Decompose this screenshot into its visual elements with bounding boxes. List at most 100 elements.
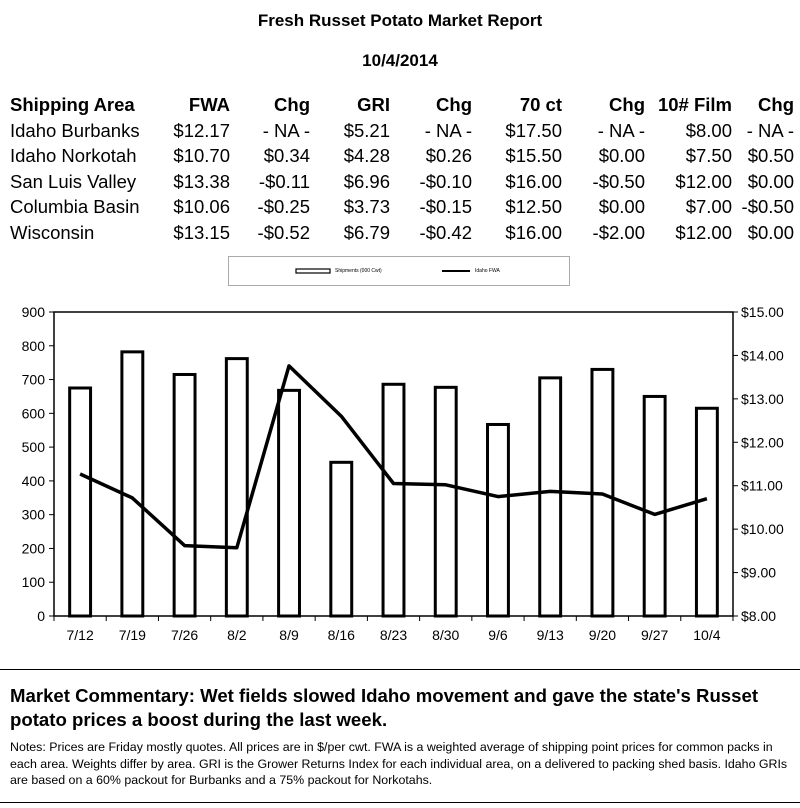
shipment-bar [224,357,249,618]
shipment-bar [172,372,197,618]
cell-area: Wisconsin [10,221,95,243]
cell-film: $7.50 [685,145,732,167]
chart-legend: Shipments (000 Cwt) Idaho FWA [228,256,570,286]
shipments-fwa-chart: 0 100 200 300 400 500 600 700 800 900 $8.00 $9.00 $… [22,304,784,643]
market-commentary: Market Commentary: Wet fields slowed Ida… [10,685,759,730]
x-axis-tick-label: 7/19 [119,627,146,643]
cell-film: $8.00 [685,119,732,141]
cell-film-chg: $0.00 [747,221,794,243]
shipment-bar [329,460,354,618]
cell-gri-chg: -$0.42 [419,221,472,243]
cell-area: San Luis Valley [10,170,137,192]
header-70ct: 70 ct [519,94,562,115]
header-70ct-chg: Chg [609,94,645,115]
report-title: Fresh Russet Potato Market Report [257,11,543,30]
cell-gri: $3.73 [343,196,390,218]
header-fwa: FWA [188,94,230,115]
right-axis-tick-label: $10.00 [741,521,784,537]
x-axis-tick-label: 8/2 [227,627,247,643]
cell-70ct: $16.00 [505,221,562,243]
x-axis-tick-label: 8/23 [380,627,407,643]
left-axis-tick-label: 700 [22,372,46,388]
right-axis-tick-label: $13.00 [741,391,784,407]
cell-area: Columbia Basin [10,196,140,218]
cell-fwa-chg: -$0.25 [257,196,310,218]
cell-fwa: $13.38 [173,170,230,192]
table-row: Idaho Norkotah $10.70 $0.34 $4.28 $0.26 … [10,143,794,169]
cell-fwa: $10.70 [173,145,230,167]
cell-gri-chg: $0.26 [425,145,472,167]
cell-film: $12.00 [675,170,732,192]
left-axis-tick-label: 300 [22,507,46,523]
cell-area: Idaho Norkotah [10,145,137,167]
cell-fwa: $13.15 [173,221,230,243]
cell-film: $7.00 [685,196,732,218]
x-axis-tick-label: 8/16 [328,627,355,643]
left-axis-tick-label: 800 [22,338,46,354]
left-axis-tick-label: 400 [22,473,46,489]
cell-film-chg: - NA - [746,119,794,141]
x-axis-tick-label: 8/9 [279,627,299,643]
shipment-bar [642,394,667,618]
x-axis-tick-label: 10/4 [693,627,720,643]
right-axis-tick-label: $9.00 [741,565,776,581]
right-axis-tick-label: $15.00 [741,304,784,320]
cell-70ct-chg: $0.00 [598,196,645,218]
table-row: Wisconsin $13.15 -$0.52 $6.79 -$0.42 $16… [10,220,794,246]
x-axis-tick-label: 9/13 [537,627,564,643]
cell-fwa-chg: $0.34 [263,145,310,167]
x-axis-tick-label: 7/12 [66,627,93,643]
right-axis-tick-label: $14.00 [741,347,784,363]
cell-gri-chg: -$0.15 [419,196,472,218]
cell-film: $12.00 [675,221,732,243]
shipment-bar [538,376,563,618]
price-table: Shipping Area FWA Chg GRI Chg 70 ct Chg … [10,92,794,246]
price-table-header-row: Shipping Area FWA Chg GRI Chg 70 ct Chg … [10,92,794,118]
cell-film-chg: -$0.50 [741,196,794,218]
cell-70ct: $17.50 [505,119,562,141]
cell-70ct-chg: -$2.00 [592,221,645,243]
notes: Notes: Prices are Friday mostly quotes. … [10,740,788,787]
cell-fwa: $10.06 [173,196,230,218]
legend-swatch-line [442,270,470,272]
cell-70ct-chg: $0.00 [598,145,645,167]
cell-fwa: $12.17 [173,119,230,141]
table-row: San Luis Valley $13.38 -$0.11 $6.96 -$0.… [10,169,794,195]
x-axis-tick-label: 9/27 [641,627,668,643]
cell-gri: $4.28 [343,145,390,167]
legend-swatch-bar [295,268,331,274]
left-axis-tick-label: 600 [22,405,46,421]
x-axis-tick-label: 9/6 [488,627,508,643]
x-axis-tick-label: 9/20 [589,627,616,643]
cell-fwa-chg: -$0.11 [258,170,310,192]
cell-area: Idaho Burbanks [10,119,140,141]
cell-gri: $6.79 [343,221,390,243]
cell-gri-chg: - NA - [424,119,472,141]
right-axis-tick-label: $8.00 [741,608,776,624]
left-axis-tick-label: 200 [22,540,46,556]
shipment-bar [68,386,93,618]
left-axis-tick-label: 900 [22,304,46,320]
x-axis-tick-label: 7/26 [171,627,198,643]
header-shipping-area: Shipping Area [10,94,135,115]
right-axis-tick-label: $11.00 [741,478,783,494]
shipment-bar [694,406,719,618]
header-gri-chg: Chg [436,94,472,115]
cell-fwa-chg: - NA - [262,119,310,141]
left-axis-tick-label: 500 [22,439,46,455]
header-gri: GRI [357,94,390,115]
header-10-film-chg: Chg [758,94,794,115]
report-date: 10/4/2014 [362,51,438,70]
cell-70ct: $15.50 [505,145,562,167]
cell-70ct-chg: - NA - [597,119,645,141]
cell-70ct: $16.00 [505,170,562,192]
shipment-bar [433,385,458,618]
right-axis-tick-label: $12.00 [741,434,784,450]
shipment-bar [120,350,145,618]
left-axis-tick-label: 100 [22,574,46,590]
cell-gri: $6.96 [343,170,390,192]
idaho-fwa-line [79,364,708,550]
divider [0,802,800,803]
divider [0,669,800,670]
cell-gri-chg: -$0.10 [419,170,472,192]
